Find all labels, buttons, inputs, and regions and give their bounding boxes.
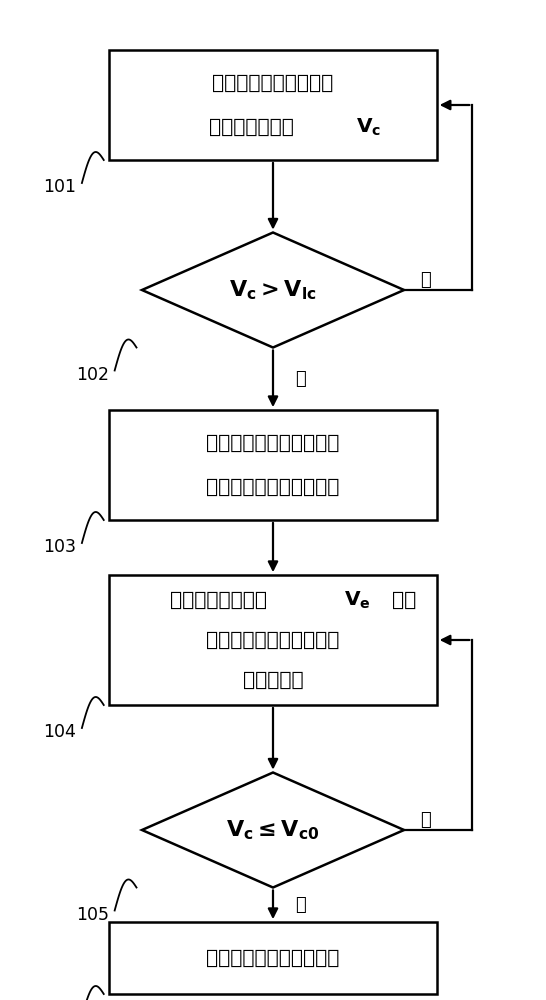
Text: 开启空心阴极，将气体工: 开启空心阴极，将气体工 xyxy=(206,434,340,452)
Text: 开启朗缪尔探针，获得: 开启朗缪尔探针，获得 xyxy=(212,74,334,93)
Text: 是: 是 xyxy=(295,896,306,914)
Text: 103: 103 xyxy=(44,538,76,556)
Text: 104: 104 xyxy=(44,723,76,741)
Text: 101: 101 xyxy=(44,178,76,196)
Text: 射到空间中: 射到空间中 xyxy=(242,670,304,690)
Text: 航天器结构电位: 航天器结构电位 xyxy=(209,117,294,136)
Text: 引出电极加正电压: 引出电极加正电压 xyxy=(170,590,267,610)
Polygon shape xyxy=(142,232,404,348)
Text: 否: 否 xyxy=(420,271,431,289)
Text: 是: 是 xyxy=(295,370,306,388)
Text: $\mathbf{V_c \leq V_{c0}}$: $\mathbf{V_c \leq V_{c0}}$ xyxy=(227,818,319,842)
Text: 质电离，产生电子和离子: 质电离，产生电子和离子 xyxy=(206,478,340,496)
Text: 电离产生的电子引出并发: 电离产生的电子引出并发 xyxy=(206,631,340,650)
Text: 否: 否 xyxy=(420,811,431,829)
Text: $\mathbf{V_c}$: $\mathbf{V_c}$ xyxy=(356,116,381,138)
Bar xyxy=(109,50,437,160)
Text: 105: 105 xyxy=(76,906,109,924)
Text: 102: 102 xyxy=(76,365,109,383)
Bar xyxy=(109,922,437,994)
Text: $\mathbf{V_e}$: $\mathbf{V_e}$ xyxy=(345,589,371,611)
Text: $\mathbf{V_c > V_{lc}}$: $\mathbf{V_c > V_{lc}}$ xyxy=(229,278,317,302)
Bar xyxy=(109,575,437,705)
Text: 关闭空心阴极和引出电极: 关闭空心阴极和引出电极 xyxy=(206,948,340,968)
Polygon shape xyxy=(142,772,404,888)
Text: ，将: ，将 xyxy=(392,590,416,610)
Bar xyxy=(109,410,437,520)
